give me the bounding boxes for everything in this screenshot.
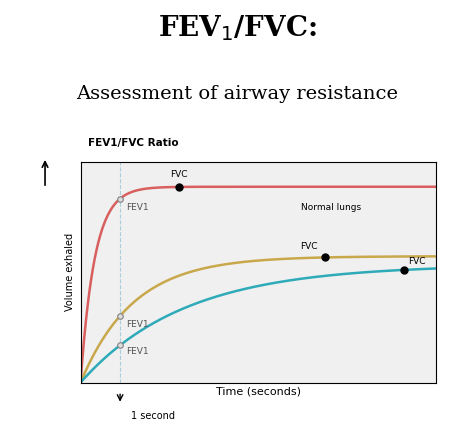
Text: FEV1/FVC Ratio: FEV1/FVC Ratio bbox=[88, 138, 178, 148]
Text: Assessment of airway resistance: Assessment of airway resistance bbox=[76, 85, 398, 103]
X-axis label: Time (seconds): Time (seconds) bbox=[216, 387, 301, 397]
Text: FEV1: FEV1 bbox=[126, 347, 149, 356]
Text: Normal lungs: Normal lungs bbox=[301, 204, 361, 212]
Text: FVC: FVC bbox=[300, 242, 318, 251]
Y-axis label: Volume exhaled: Volume exhaled bbox=[65, 233, 75, 311]
Text: FEV1: FEV1 bbox=[126, 320, 149, 329]
Text: FEV$_1$/FVC:: FEV$_1$/FVC: bbox=[157, 13, 317, 42]
Text: 1 second: 1 second bbox=[131, 411, 175, 421]
Text: FVC: FVC bbox=[409, 257, 426, 266]
Text: FVC: FVC bbox=[171, 170, 188, 178]
Text: FEV1: FEV1 bbox=[126, 203, 149, 212]
